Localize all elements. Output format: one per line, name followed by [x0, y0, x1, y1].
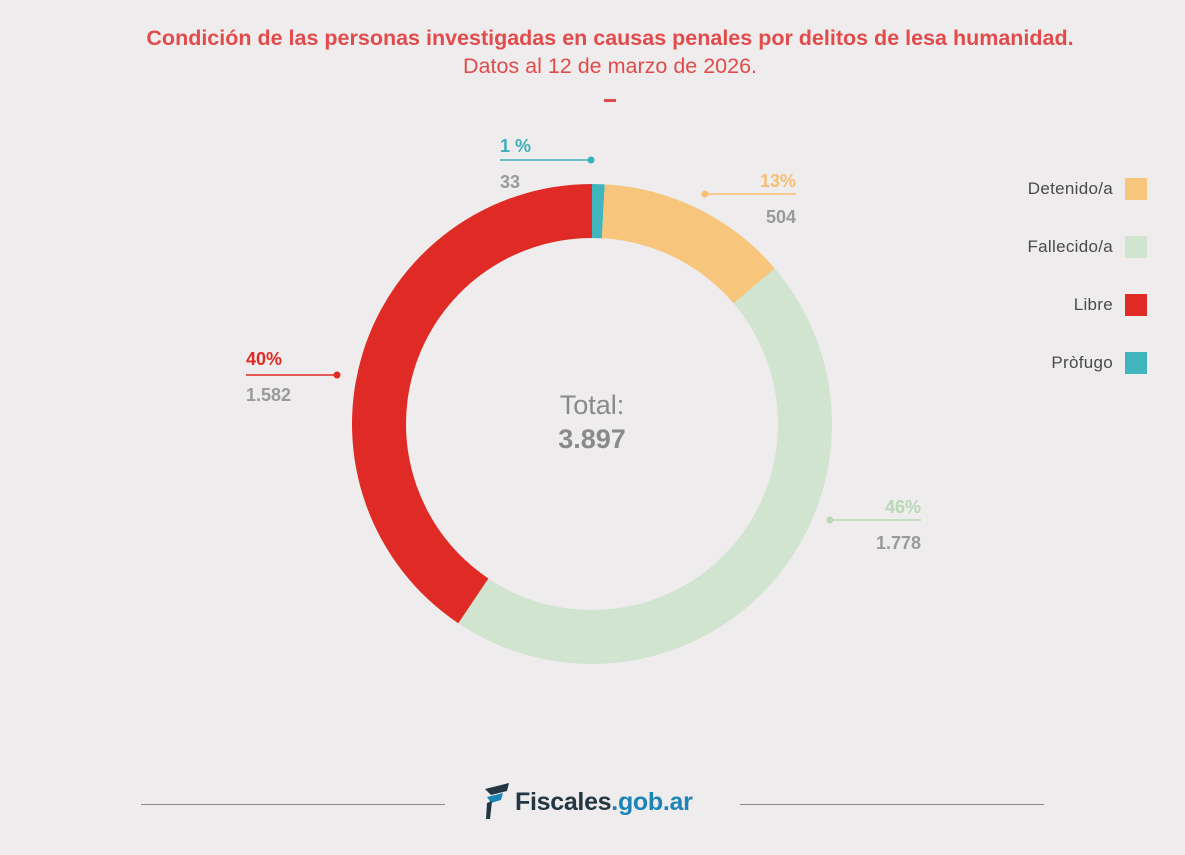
value-label-detenidoa: 504	[766, 207, 796, 227]
value-label-fallecidoa: 1.778	[876, 533, 921, 553]
brand-domain: .gob.ar	[611, 787, 693, 816]
percent-label-libre: 40%	[246, 349, 282, 369]
center-value: 3.897	[558, 424, 626, 454]
brand-logo[interactable]: Fiscales.gob.ar	[483, 782, 693, 822]
slice-annotations: 1 % 33 13% 504 46% 1.778 40% 1.582	[246, 136, 921, 553]
footer-divider-left	[141, 804, 445, 805]
legend-swatch	[1125, 352, 1147, 374]
value-label-libre: 1.582	[246, 385, 291, 405]
brand-name: Fiscales	[515, 787, 612, 816]
chart-title-date: Datos al 12 de marzo de 2026.	[462, 54, 758, 78]
donut-slice-detenidoa	[601, 184, 775, 304]
fiscales-logo-icon	[485, 783, 509, 819]
legend-label: Fallecido/a	[1027, 237, 1113, 256]
title-underline	[604, 99, 616, 102]
legend-swatch	[1125, 236, 1147, 258]
chart-title-bold: Condición de las personas investigadas e…	[146, 26, 1074, 50]
footer-divider-right	[740, 804, 1044, 805]
legend-label: Pròfugo	[1051, 353, 1113, 372]
donut-slice-prfugo	[592, 184, 605, 239]
value-label-prfugo: 33	[500, 172, 520, 192]
chart-title: Condición de las personas investigadas e…	[140, 24, 1080, 80]
leader-dot-detenidoa	[701, 190, 709, 198]
percent-label-prfugo: 1 %	[500, 136, 531, 156]
center-label: Total:	[560, 390, 625, 420]
leader-dot-fallecidoa	[826, 516, 834, 524]
leader-dot-libre	[333, 371, 341, 379]
donut-slice-libre	[351, 184, 592, 624]
leader-dot-prfugo	[587, 156, 595, 164]
legend-item-detenido: Detenido/a	[887, 177, 1147, 201]
legend-item-profugo: Pròfugo	[887, 351, 1147, 375]
legend-label: Libre	[1073, 295, 1113, 314]
percent-label-detenidoa: 13%	[760, 171, 796, 191]
legend-label: Detenido/a	[1027, 179, 1113, 198]
percent-label-fallecidoa: 46%	[885, 497, 921, 517]
legend-item-libre: Libre	[887, 293, 1147, 317]
legend-item-fallecido: Fallecido/a	[887, 235, 1147, 259]
donut-slices	[351, 184, 833, 665]
legend-swatch	[1125, 294, 1147, 316]
donut-slice-fallecidoa	[458, 268, 833, 665]
legend-swatch	[1125, 178, 1147, 200]
legend: Detenido/a Fallecido/a Libre Pròfugo	[887, 177, 1147, 409]
